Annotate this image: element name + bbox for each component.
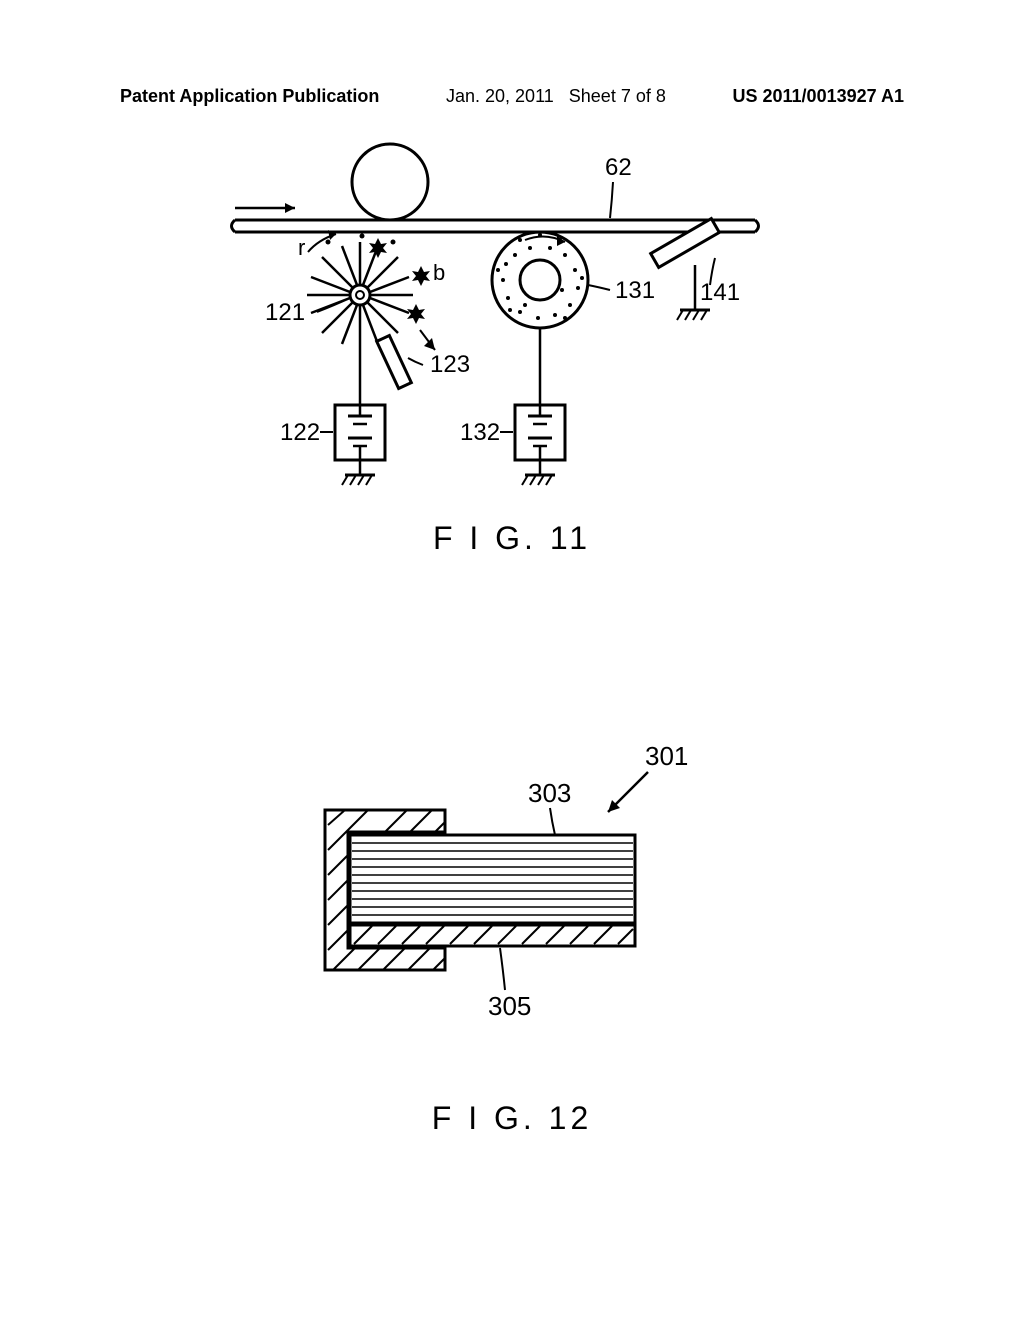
page-header: Patent Application Publication Jan. 20, …	[0, 86, 1024, 107]
label-305: 305	[488, 991, 531, 1021]
header-date: Jan. 20, 2011	[446, 86, 554, 106]
figure-12-caption: F I G. 12	[0, 1100, 1024, 1137]
figure-11-caption: F I G. 11	[0, 520, 1024, 557]
label-141: 141	[700, 279, 740, 306]
label-301: 301	[645, 741, 688, 771]
label-r: r	[298, 235, 305, 260]
label-122: 122	[280, 419, 320, 446]
label-123: 123	[430, 351, 470, 378]
header-center: Jan. 20, 2011 Sheet 7 of 8	[446, 86, 666, 107]
header-left: Patent Application Publication	[120, 86, 379, 107]
header-right: US 2011/0013927 A1	[733, 86, 904, 107]
figure-11: 62 r b 121 122 123 131 132 141	[220, 140, 800, 500]
header-sheet: Sheet 7 of 8	[569, 86, 666, 106]
label-b: b	[433, 260, 445, 285]
label-303: 303	[528, 778, 571, 808]
label-132: 132	[460, 419, 500, 446]
label-62: 62	[605, 154, 632, 181]
label-121: 121	[265, 299, 305, 326]
label-131: 131	[615, 277, 655, 304]
figure-12: 301 303 305	[290, 710, 730, 1040]
